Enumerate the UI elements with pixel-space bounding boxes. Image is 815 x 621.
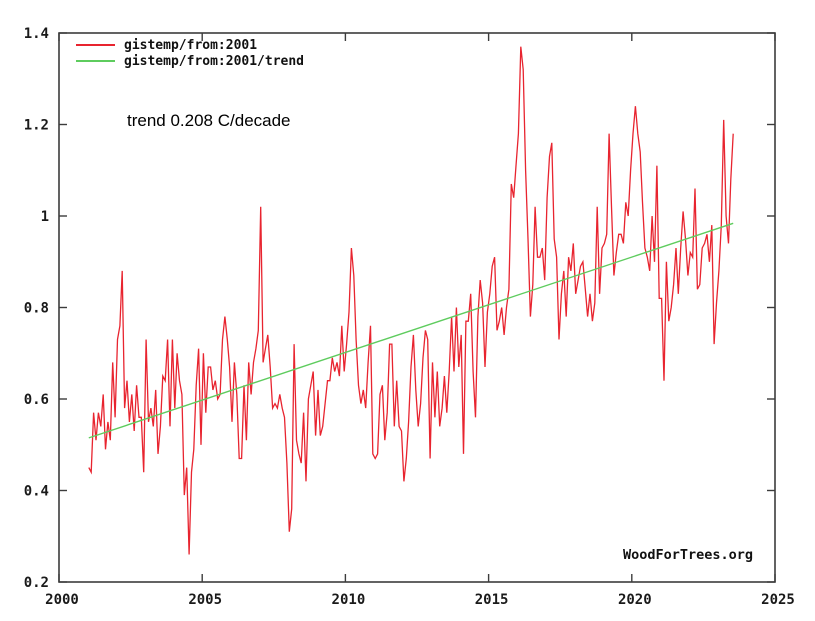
svg-text:1: 1 bbox=[41, 209, 49, 225]
legend-item-trend: gistemp/from:2001/trend bbox=[76, 53, 304, 69]
legend: gistemp/from:2001 gistemp/from:2001/tren… bbox=[76, 37, 304, 69]
svg-text:2015: 2015 bbox=[475, 592, 509, 608]
svg-text:0.6: 0.6 bbox=[24, 392, 49, 408]
watermark-woodfortrees: WoodForTrees.org bbox=[622, 547, 753, 563]
svg-text:1.2: 1.2 bbox=[24, 118, 49, 134]
svg-text:0.4: 0.4 bbox=[24, 484, 49, 500]
trend-annotation: trend 0.208 C/decade bbox=[127, 111, 291, 130]
legend-label-gistemp: gistemp/from:2001 bbox=[124, 37, 258, 53]
legend-label-trend: gistemp/from:2001/trend bbox=[124, 53, 305, 69]
legend-item-gistemp: gistemp/from:2001 bbox=[76, 37, 304, 53]
svg-text:1.4: 1.4 bbox=[24, 26, 49, 42]
svg-text:0.8: 0.8 bbox=[24, 301, 49, 317]
svg-text:0.2: 0.2 bbox=[24, 575, 49, 591]
svg-text:2005: 2005 bbox=[188, 592, 222, 608]
svg-text:2010: 2010 bbox=[332, 592, 366, 608]
legend-swatch-green-line bbox=[76, 60, 115, 62]
legend-swatch-red-line bbox=[76, 44, 115, 46]
svg-text:2020: 2020 bbox=[618, 592, 652, 608]
svg-text:2025: 2025 bbox=[761, 592, 795, 608]
svg-text:2000: 2000 bbox=[45, 592, 79, 608]
